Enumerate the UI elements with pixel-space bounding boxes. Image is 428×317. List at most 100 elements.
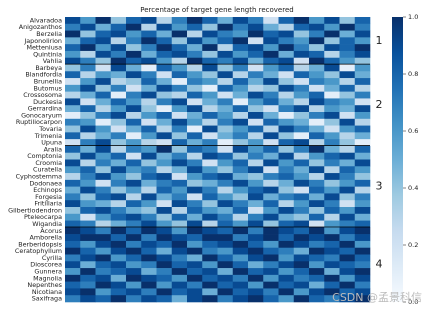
heat-cell bbox=[187, 118, 203, 126]
row-label: Forgesia bbox=[35, 193, 62, 201]
heat-cell bbox=[202, 207, 218, 215]
heat-cell bbox=[126, 173, 142, 181]
heat-cell bbox=[171, 254, 188, 262]
heat-cell bbox=[278, 193, 295, 201]
heat-cell bbox=[126, 288, 142, 296]
heat-cell bbox=[309, 78, 325, 86]
heat-cell bbox=[293, 64, 310, 72]
heat-cell bbox=[156, 91, 173, 99]
heat-cell bbox=[217, 71, 234, 79]
heat-cell bbox=[187, 220, 203, 228]
heat-cell bbox=[80, 125, 96, 133]
heat-cell bbox=[80, 281, 96, 289]
heat-cell bbox=[248, 132, 264, 140]
heat-cell bbox=[354, 254, 371, 262]
heat-cell bbox=[202, 23, 218, 31]
heat-cell bbox=[65, 247, 81, 255]
heat-cell bbox=[171, 64, 188, 72]
heat-cell bbox=[217, 37, 234, 45]
row-label: Echinops bbox=[33, 186, 62, 194]
heat-cell bbox=[324, 105, 340, 113]
heat-cell bbox=[171, 71, 188, 79]
heat-cell bbox=[126, 71, 142, 79]
heat-cell bbox=[309, 234, 325, 242]
heat-cell bbox=[95, 71, 112, 79]
heat-cell bbox=[293, 71, 310, 79]
heat-cell bbox=[263, 227, 279, 235]
row-label: Cyphostemma bbox=[16, 172, 62, 180]
heat-cell bbox=[65, 71, 81, 79]
heat-cell bbox=[141, 295, 157, 303]
heat-cell bbox=[141, 84, 157, 92]
heat-cell bbox=[309, 159, 325, 167]
heat-cell bbox=[171, 261, 188, 269]
heat-cell bbox=[339, 268, 356, 276]
heat-cell bbox=[187, 57, 203, 65]
heat-cell bbox=[187, 125, 203, 133]
heat-cell bbox=[202, 254, 218, 262]
heat-cell bbox=[324, 186, 340, 194]
heat-cell bbox=[278, 105, 295, 113]
heat-cell bbox=[293, 132, 310, 140]
heat-cell bbox=[95, 159, 112, 167]
heat-cell bbox=[309, 145, 325, 154]
heat-cell bbox=[110, 240, 127, 249]
heat-cell bbox=[293, 281, 310, 289]
heat-cell bbox=[232, 274, 249, 282]
heat-cell bbox=[248, 288, 264, 296]
heat-cell bbox=[278, 132, 295, 140]
heat-cell bbox=[248, 254, 264, 262]
heat-cell bbox=[278, 112, 295, 120]
heat-cell bbox=[65, 145, 81, 154]
heat-cell bbox=[156, 57, 173, 65]
heat-cell bbox=[263, 261, 279, 269]
heat-cell bbox=[156, 295, 173, 303]
heat-cell bbox=[95, 274, 112, 282]
heat-cell bbox=[217, 295, 234, 303]
heat-cell bbox=[187, 166, 203, 174]
heat-cell bbox=[202, 179, 218, 187]
heat-cell bbox=[278, 261, 295, 269]
heat-cell bbox=[80, 227, 96, 235]
heat-cell bbox=[248, 179, 264, 187]
heat-cell bbox=[187, 37, 203, 45]
heat-cell bbox=[156, 84, 173, 92]
heat-cell bbox=[248, 50, 264, 59]
heat-cell bbox=[324, 193, 340, 201]
heat-cell bbox=[126, 78, 142, 86]
row-label: Tovaria bbox=[38, 125, 62, 133]
heat-cell bbox=[217, 186, 234, 194]
heat-cell bbox=[339, 64, 356, 72]
row-label: Comptonia bbox=[27, 152, 62, 160]
heat-cell bbox=[65, 44, 81, 52]
heat-cell bbox=[278, 64, 295, 72]
heat-cell bbox=[217, 227, 234, 235]
heat-cell bbox=[248, 274, 264, 282]
heat-cell bbox=[217, 112, 234, 120]
heat-cell bbox=[293, 145, 310, 154]
heat-cell bbox=[309, 64, 325, 72]
heat-cell bbox=[354, 186, 371, 194]
row-label: Metteniusa bbox=[26, 44, 62, 52]
heat-cell bbox=[141, 179, 157, 187]
heat-cell bbox=[293, 227, 310, 235]
heat-cell bbox=[156, 71, 173, 79]
row-label: Saxifraga bbox=[32, 295, 62, 303]
heat-cell bbox=[202, 288, 218, 296]
heat-cell bbox=[141, 166, 157, 174]
heat-cell bbox=[110, 139, 127, 147]
heat-cell bbox=[141, 274, 157, 282]
heat-cell bbox=[141, 145, 157, 154]
heat-cell bbox=[126, 200, 142, 208]
heat-cell bbox=[217, 132, 234, 140]
heat-cell bbox=[354, 288, 371, 296]
heat-cell bbox=[187, 139, 203, 147]
heat-cell bbox=[263, 71, 279, 79]
heat-cell bbox=[156, 118, 173, 126]
heat-cell bbox=[202, 91, 218, 99]
heat-cell bbox=[339, 118, 356, 126]
heat-cell bbox=[171, 200, 188, 208]
heat-cell bbox=[324, 254, 340, 262]
heat-cell bbox=[156, 166, 173, 174]
heat-cell bbox=[232, 145, 249, 154]
